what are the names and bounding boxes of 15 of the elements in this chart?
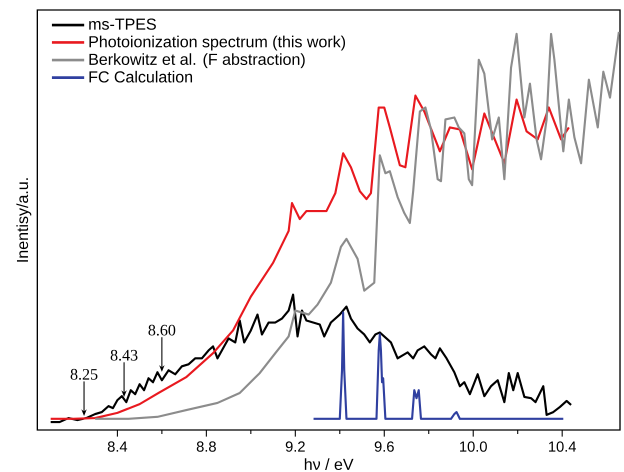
x-tick-label: 8.4 [108,441,128,452]
x-tick-label: 8.8 [196,441,216,452]
x-axis-title: hν / eV [304,458,354,470]
x-tick-label: 10.0 [460,441,487,452]
annotation: 8.60 [148,324,176,336]
x-tick-label: 9.6 [374,441,394,452]
legend-label: ms-TPES [89,18,156,30]
legend-label: FC Calculation [89,70,192,83]
annotation: 8.43 [110,350,138,361]
y-axis-title: Inentisy/a.u. [16,178,32,262]
legend-label: Berkowitz et al. (F abstraction) [89,53,305,68]
x-tick-label: 9.2 [286,441,305,452]
legend-label: Photoionization spectrum (this work) [89,36,346,51]
annotation: 8.25 [70,368,98,380]
x-tick-label: 10.4 [549,441,576,452]
